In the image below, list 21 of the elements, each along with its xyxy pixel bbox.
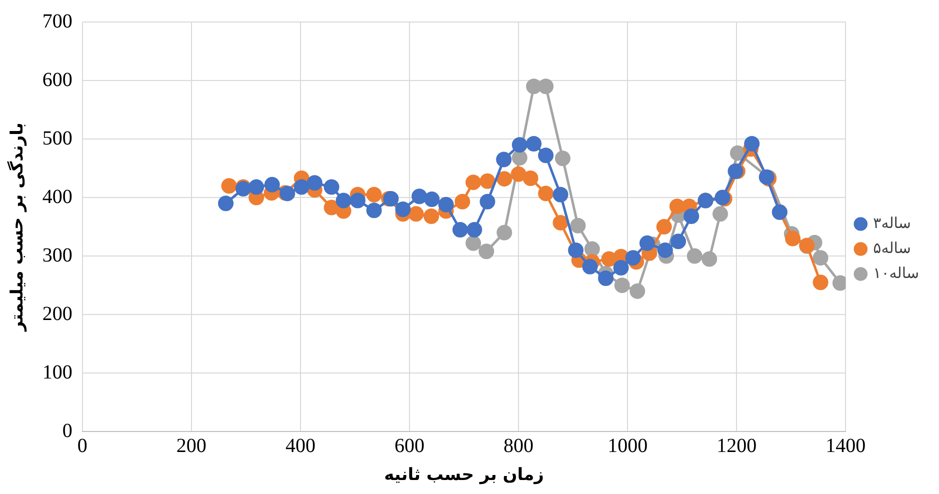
x-tick-label: 200 bbox=[176, 434, 206, 457]
y-tick-label: 200 bbox=[42, 302, 72, 325]
y-tick-label: 700 bbox=[42, 10, 72, 32]
x-tick-label: 1400 bbox=[826, 434, 866, 457]
x-tick-label: 0 bbox=[77, 434, 88, 457]
y-tick-label: 500 bbox=[42, 127, 72, 150]
y-tick-label: 600 bbox=[42, 68, 72, 91]
legend-label: ۵ساله bbox=[873, 238, 911, 257]
x-tick-label: 600 bbox=[394, 434, 424, 457]
x-tick-label: 1000 bbox=[608, 434, 648, 457]
y-axis-title: بارندگی بر حسب میلیمتر bbox=[6, 122, 28, 332]
x-tick-label: 400 bbox=[285, 434, 316, 457]
x-tick-label: 1200 bbox=[716, 434, 757, 457]
y-tick-label: 100 bbox=[42, 361, 72, 384]
y-tick-label: 0 bbox=[62, 420, 72, 442]
x-axis-title: زمان بر حسب ثانیه bbox=[384, 465, 544, 486]
legend-label: ۱۰ساله bbox=[873, 264, 920, 282]
x-tick-label: 800 bbox=[504, 434, 534, 457]
y-tick-label: 400 bbox=[42, 186, 72, 208]
y-tick-label: 300 bbox=[42, 244, 72, 266]
legend-label: ۳ساله bbox=[873, 214, 911, 232]
